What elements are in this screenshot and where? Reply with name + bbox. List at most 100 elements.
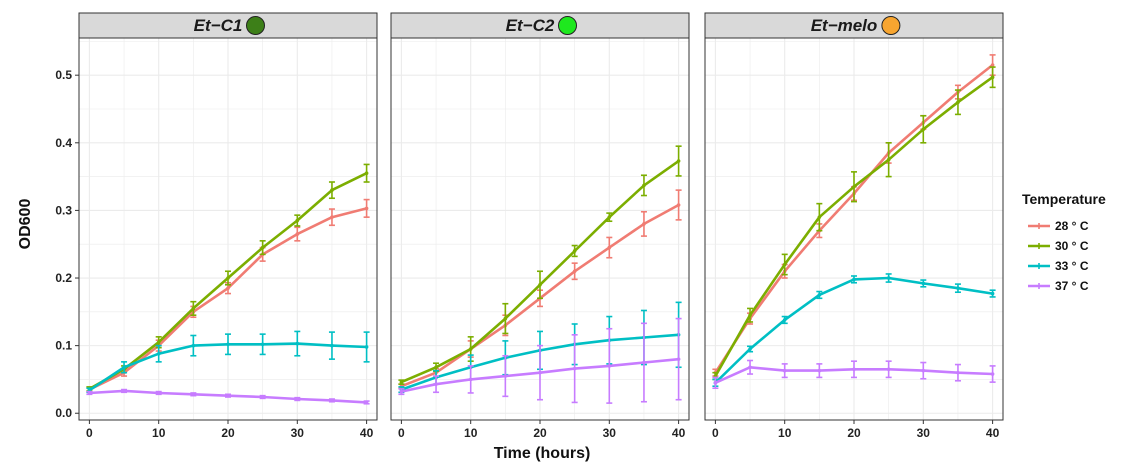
data-point xyxy=(676,159,681,163)
data-point xyxy=(676,357,681,361)
data-point xyxy=(503,316,508,321)
data-point xyxy=(295,341,300,346)
data-point xyxy=(156,351,161,356)
data-point xyxy=(434,382,438,386)
data-point xyxy=(538,282,542,287)
data-point xyxy=(260,395,265,399)
data-point xyxy=(921,127,926,132)
data-point xyxy=(956,100,960,105)
panels: Et−C1 0 10 20 30 40 0.0 0.1 0.2 0.3 0.4 0.5 Et−C2 0 10… xyxy=(55,12,1004,440)
data-point xyxy=(607,364,612,368)
panel-strip xyxy=(78,12,378,39)
data-point xyxy=(330,398,334,403)
data-point xyxy=(852,184,856,189)
data-point xyxy=(330,343,334,348)
data-point xyxy=(226,393,230,398)
x-tick-label: 0 xyxy=(398,426,405,440)
legend-label: 37 ° C xyxy=(1055,279,1089,293)
data-point xyxy=(87,391,92,395)
series-37-c xyxy=(712,359,996,390)
data-point xyxy=(538,370,542,375)
x-tick-label: 10 xyxy=(464,426,478,440)
panel-strip xyxy=(704,12,1004,39)
data-point xyxy=(886,276,891,280)
x-axis: 0 10 20 30 40 xyxy=(86,420,374,440)
data-point xyxy=(226,342,230,347)
data-point xyxy=(990,372,995,376)
panel-3: Et−melo 0 10 20 30 40 xyxy=(704,12,1004,440)
data-point xyxy=(990,63,995,67)
data-point xyxy=(364,400,369,405)
data-point xyxy=(468,377,473,382)
data-point xyxy=(817,293,822,297)
panel-1: Et−C1 0 10 20 30 40 0.0 0.1 0.2 0.3 0.4 0.5 xyxy=(55,12,378,440)
data-point xyxy=(572,366,577,371)
data-point xyxy=(990,75,995,80)
gridlines xyxy=(705,38,1003,420)
data-point xyxy=(399,389,404,394)
legend: Temperature 28 ° C 30 ° C 33 ° C 37 ° C xyxy=(1022,191,1106,293)
x-tick-label: 10 xyxy=(778,426,792,440)
data-point xyxy=(295,232,300,236)
panel-title: Et−C2 xyxy=(506,16,555,35)
data-point xyxy=(260,245,265,250)
panel-title: Et−C1 xyxy=(194,16,243,35)
data-point xyxy=(191,343,196,348)
data-point xyxy=(260,342,265,347)
x-tick-label: 40 xyxy=(360,426,374,440)
panel-title: Et−melo xyxy=(811,16,878,35)
legend-label: 28 ° C xyxy=(1055,219,1089,233)
x-axis: 0 10 20 30 40 xyxy=(712,420,1000,440)
data-point xyxy=(226,286,230,290)
data-point xyxy=(156,340,161,345)
panel-2: Et−C2 0 10 20 30 40 xyxy=(390,12,690,440)
x-tick-label: 40 xyxy=(986,426,1000,440)
data-point xyxy=(748,313,752,318)
legend-label: 33 ° C xyxy=(1055,259,1089,273)
x-axis: 0 10 20 30 40 xyxy=(398,420,686,440)
series-37-c xyxy=(86,388,370,405)
strain-badge-icon xyxy=(881,16,901,35)
data-point xyxy=(156,391,161,395)
x-tick-label: 30 xyxy=(603,426,617,440)
series-37-c xyxy=(398,317,682,404)
data-point xyxy=(295,397,300,401)
data-point xyxy=(572,249,577,253)
legend-entry-37-c: 37 ° C xyxy=(1028,279,1089,293)
data-point xyxy=(364,206,369,211)
data-point xyxy=(434,365,438,370)
y-tick-label: 0.0 xyxy=(55,406,72,420)
data-point xyxy=(817,368,822,373)
data-point xyxy=(364,345,369,349)
x-tick-label: 10 xyxy=(152,426,166,440)
data-point xyxy=(886,367,891,372)
x-axis-title: Time (hours) xyxy=(494,445,591,462)
legend-title: Temperature xyxy=(1022,191,1106,207)
data-point xyxy=(817,215,822,219)
x-tick-label: 40 xyxy=(672,426,686,440)
data-point xyxy=(956,370,960,375)
strain-badge-icon xyxy=(246,16,265,35)
data-point xyxy=(782,368,787,373)
data-point xyxy=(191,392,196,397)
legend-label: 30 ° C xyxy=(1055,239,1089,253)
data-point xyxy=(852,367,856,372)
data-point xyxy=(886,157,891,162)
data-point xyxy=(399,380,404,384)
data-point xyxy=(191,306,196,311)
data-point xyxy=(782,262,787,267)
data-point xyxy=(122,389,126,393)
data-point xyxy=(852,277,856,282)
data-point xyxy=(921,281,926,286)
y-tick-label: 0.2 xyxy=(55,271,72,285)
x-tick-label: 20 xyxy=(533,426,547,440)
y-tick-label: 0.4 xyxy=(55,136,72,150)
y-axis-title: OD600 xyxy=(17,199,34,250)
data-point xyxy=(295,218,300,223)
data-point xyxy=(607,245,612,250)
legend-entry-28-c: 28 ° C xyxy=(1028,219,1089,233)
y-axis: 0.0 0.1 0.2 0.3 0.4 0.5 xyxy=(55,68,79,420)
strain-badge-icon xyxy=(558,16,577,35)
data-point xyxy=(713,381,718,385)
